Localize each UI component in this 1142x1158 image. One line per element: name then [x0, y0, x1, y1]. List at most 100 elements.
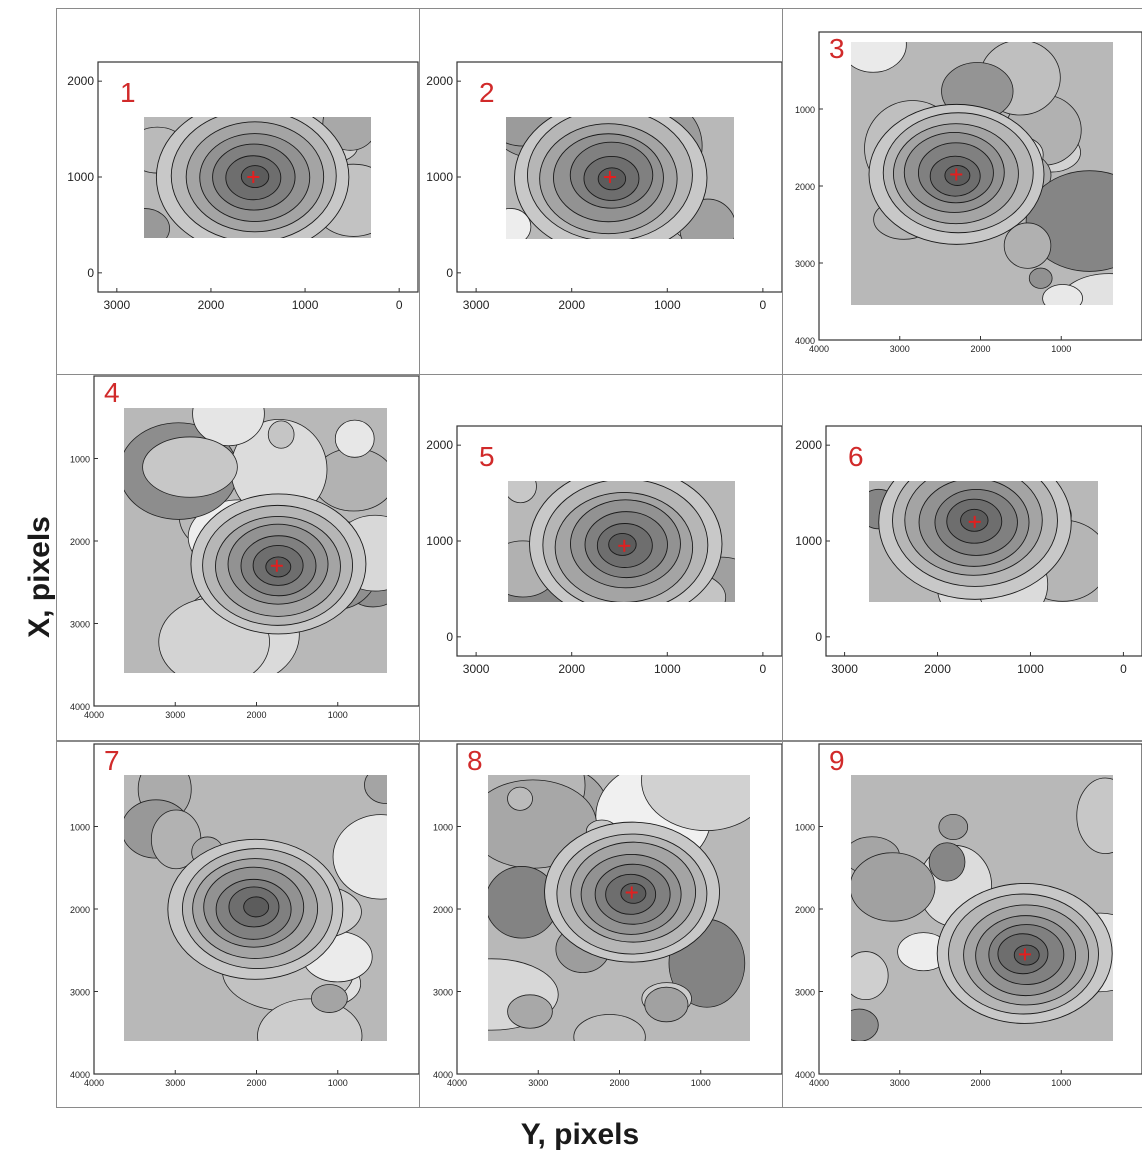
contour-patch [1042, 284, 1083, 305]
peak-contour [265, 556, 292, 578]
panel-number: 4 [104, 377, 120, 408]
panel-number: 6 [848, 441, 864, 472]
y-tick-label: 1000 [426, 170, 453, 184]
panel-number: 3 [829, 33, 845, 64]
y-tick-label: 0 [815, 630, 822, 644]
y-tick-label: 2000 [795, 182, 815, 192]
panel-1: 1 3000 2000 1000 0 2000 1000 0 [56, 8, 420, 375]
contour-patch [142, 436, 238, 498]
y-tick-label: 2000 [70, 537, 90, 547]
contour-map [488, 775, 750, 1041]
y-tick-label: 3000 [70, 988, 90, 998]
panel-number: 8 [467, 745, 483, 776]
x-tick-label: 2000 [970, 344, 990, 354]
x-tick-label: 3000 [165, 1078, 185, 1088]
y-tick-label: 2000 [433, 905, 453, 915]
panel-8: 8 4000 3000 2000 1000 1000 2000 3000 4000 [419, 741, 783, 1108]
x-tick-label: 3000 [831, 662, 858, 676]
panel-number: 5 [479, 441, 495, 472]
contour-map [851, 775, 1113, 1041]
x-axis-label: Y, pixels [520, 1118, 640, 1151]
y-tick-label: 1000 [67, 170, 94, 184]
y-tick-label: 3000 [70, 620, 90, 630]
y-tick-label: 1000 [70, 823, 90, 833]
contour-patch [641, 775, 750, 832]
contour-map [124, 775, 387, 1041]
contour-patch [1028, 267, 1053, 289]
x-tick-label: 4000 [84, 710, 104, 720]
y-tick-label: 2000 [426, 74, 453, 88]
x-tick-label: 0 [396, 298, 403, 312]
y-tick-label: 4000 [795, 336, 815, 346]
contour-patch [507, 994, 553, 1029]
contour-patch [938, 813, 969, 841]
y-tick-label: 4000 [70, 702, 90, 712]
contour-patch [508, 481, 537, 504]
y-tick-label: 1000 [795, 534, 822, 548]
y-tick-label: 2000 [67, 74, 94, 88]
x-tick-label: 4000 [809, 344, 829, 354]
contour-patch [144, 208, 170, 238]
x-tick-label: 3000 [463, 662, 490, 676]
x-tick-label: 1000 [1051, 1078, 1071, 1088]
contour-patch [851, 42, 907, 73]
x-tick-label: 1000 [1051, 344, 1071, 354]
x-tick-label: 2000 [246, 710, 266, 720]
x-tick-label: 2000 [970, 1078, 990, 1088]
contour-patch [1003, 222, 1052, 269]
contour-patch [334, 419, 375, 458]
x-tick-label: 1000 [1017, 662, 1044, 676]
panel-5: 5 3000 2000 1000 0 2000 1000 0 [419, 374, 783, 741]
contour-patch [192, 408, 265, 447]
x-tick-label: 2000 [246, 1078, 266, 1088]
panel-cell-border [782, 741, 1142, 1108]
y-tick-label: 0 [446, 630, 453, 644]
panel-2: 2 3000 2000 1000 0 2000 1000 0 [419, 8, 783, 375]
x-tick-label: 4000 [809, 1078, 829, 1088]
y-tick-label: 1000 [795, 823, 815, 833]
panel-cell-border [782, 374, 1142, 741]
contour-patch [851, 1008, 879, 1041]
peak-contour [944, 165, 971, 186]
peak-contour [243, 896, 270, 918]
panel-6: 6 3000 2000 1000 0 2000 1000 0 [782, 374, 1142, 741]
x-tick-label: 3000 [890, 1078, 910, 1088]
y-tick-label: 3000 [795, 259, 815, 269]
x-tick-label: 2000 [198, 298, 225, 312]
contour-patch [644, 986, 689, 1023]
x-tick-label: 3000 [165, 710, 185, 720]
x-tick-label: 0 [760, 298, 767, 312]
x-tick-label: 3000 [890, 344, 910, 354]
panel-number: 1 [120, 77, 136, 108]
y-tick-label: 2000 [426, 438, 453, 452]
x-tick-label: 2000 [924, 662, 951, 676]
contour-map [851, 42, 1113, 305]
x-tick-label: 2000 [609, 1078, 629, 1088]
contour-patch [364, 775, 387, 804]
y-tick-label: 0 [87, 266, 94, 280]
contour-patch [507, 786, 533, 811]
contour-map [869, 481, 1098, 602]
contour-patch [851, 951, 889, 1001]
contour-map [144, 117, 371, 238]
contour-patch [851, 852, 936, 922]
y-tick-label: 1000 [795, 105, 815, 115]
x-tick-label: 0 [760, 662, 767, 676]
x-tick-label: 0 [1120, 662, 1127, 676]
y-tick-label: 3000 [795, 988, 815, 998]
y-tick-label: 2000 [795, 905, 815, 915]
panel-3: 3 4000 3000 2000 1000 1000 2000 3000 4000 [782, 8, 1142, 375]
contour-map [124, 408, 387, 673]
panel-7: 7 4000 3000 2000 1000 1000 2000 3000 4000 [56, 741, 420, 1108]
y-tick-label: 4000 [433, 1070, 453, 1080]
x-tick-label: 1000 [654, 662, 681, 676]
x-tick-label: 2000 [558, 298, 585, 312]
y-tick-label: 4000 [70, 1070, 90, 1080]
peak-contour [597, 167, 627, 191]
y-tick-label: 3000 [433, 988, 453, 998]
x-tick-label: 1000 [691, 1078, 711, 1088]
y-tick-label: 4000 [795, 1070, 815, 1080]
panel-number: 2 [479, 77, 495, 108]
